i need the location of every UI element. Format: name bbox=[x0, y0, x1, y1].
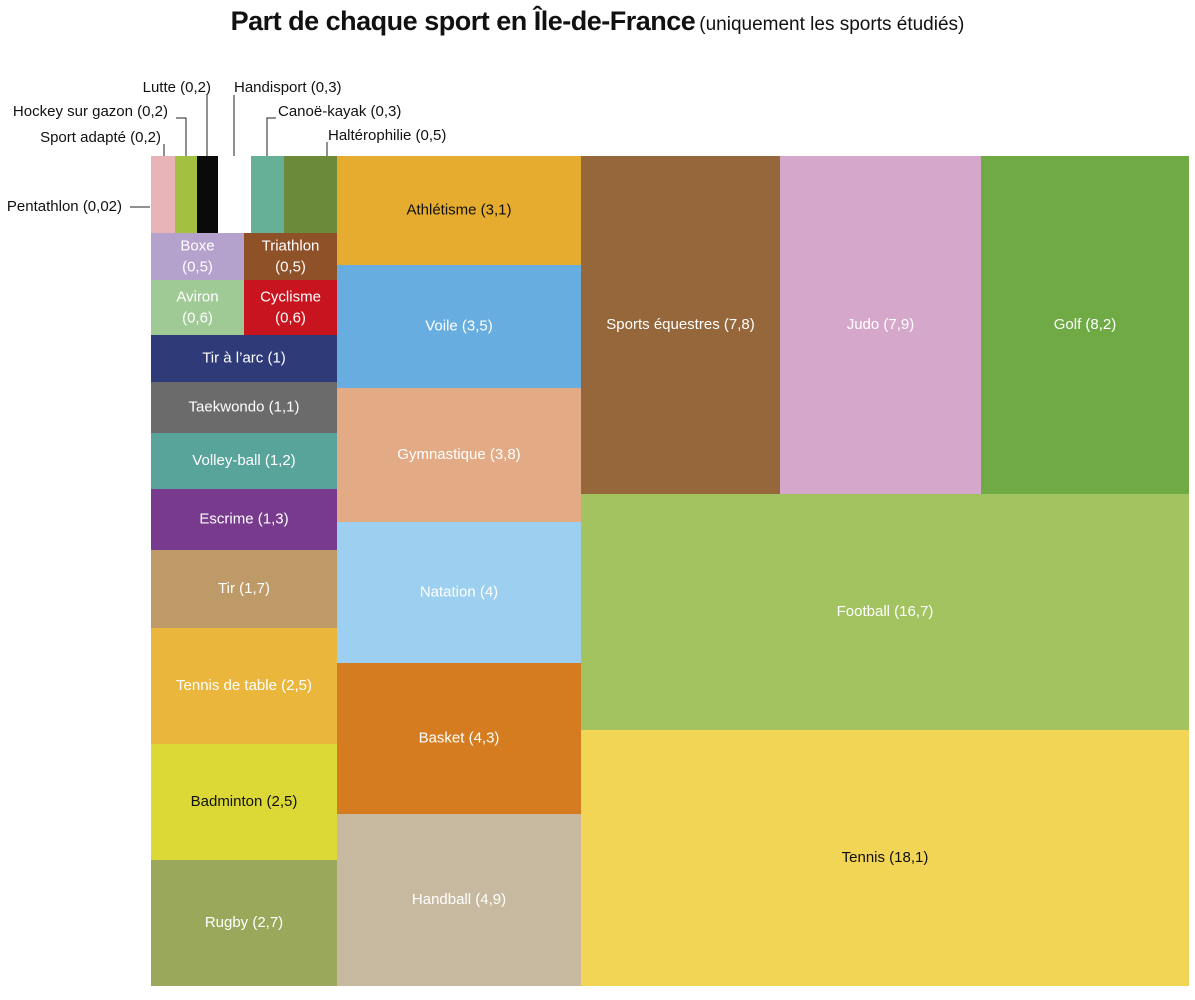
treemap-tile-tir-a-l-arc bbox=[151, 335, 337, 382]
tile-label-tennis: Tennis (18,1) bbox=[842, 849, 929, 866]
treemap-tile-boxe bbox=[151, 233, 244, 280]
chart-subtitle: (uniquement les sports étudiés) bbox=[699, 14, 965, 35]
tile-label-pentathlon: Pentathlon (0,02) bbox=[7, 198, 122, 215]
tile-label-hockey-sur-gazon: Hockey sur gazon (0,2) bbox=[13, 103, 168, 120]
treemap-tile-football bbox=[581, 494, 1189, 730]
treemap-tile-judo bbox=[780, 156, 981, 494]
treemap-tile-badminton bbox=[151, 744, 337, 860]
leader-line-hockey-sur-gazon bbox=[176, 117, 187, 156]
tile-label-judo: Judo (7,9) bbox=[847, 316, 915, 333]
treemap-tile-hockey-sur-gazon bbox=[175, 156, 197, 233]
tile-label-handball: Handball (4,9) bbox=[412, 891, 506, 908]
tile-label-escrime: Escrime (1,3) bbox=[199, 510, 288, 527]
tile-label-halterophilie: Haltérophilie (0,5) bbox=[328, 127, 446, 144]
treemap-tile-aviron bbox=[151, 280, 244, 335]
tile-label-volley-ball: Volley-ball (1,2) bbox=[192, 452, 295, 469]
tile-label-sports-equestres: Sports équestres (7,8) bbox=[606, 316, 754, 333]
tile-label-badminton: Badminton (2,5) bbox=[191, 793, 298, 810]
treemap-tile-tennis-de-table bbox=[151, 628, 337, 744]
treemap-tile-natation bbox=[337, 522, 581, 663]
chart-title-main: Part de chaque sport en Île-de-France bbox=[230, 6, 696, 36]
tile-label-gymnastique: Gymnastique (3,8) bbox=[397, 446, 520, 463]
treemap-tile-halterophilie bbox=[284, 156, 337, 233]
treemap-tile-basket bbox=[337, 663, 581, 814]
treemap-tile-athletisme bbox=[337, 156, 581, 265]
treemap-tile-sports-equestres bbox=[581, 156, 780, 494]
tile-label-rugby: Rugby (2,7) bbox=[205, 914, 283, 931]
treemap-tile-gymnastique bbox=[337, 388, 581, 522]
tile-label-tir: Tir (1,7) bbox=[218, 580, 270, 597]
tile-label-athletisme: Athlétisme (3,1) bbox=[406, 201, 511, 218]
treemap-tile-volley-ball bbox=[151, 433, 337, 489]
treemap-tile-taekwondo bbox=[151, 382, 337, 433]
treemap-tile-handisport bbox=[218, 156, 251, 233]
treemap-tile-handball bbox=[337, 814, 581, 986]
treemap-tile-tennis bbox=[581, 730, 1189, 986]
tile-label-taekwondo: Taekwondo (1,1) bbox=[189, 398, 300, 415]
tile-label-tir-a-l-arc: Tir à l’arc (1) bbox=[202, 349, 286, 366]
tile-label-football: Football (16,7) bbox=[837, 603, 934, 620]
treemap-tile-canoe-kayak bbox=[251, 156, 284, 233]
tile-label-canoe-kayak: Canoë-kayak (0,3) bbox=[278, 103, 401, 120]
chart-title: Part de chaque sport en Île-de-France (un… bbox=[0, 6, 1195, 37]
tile-label-triathlon: Triathlon bbox=[262, 237, 320, 254]
tile-value-cyclisme: (0,6) bbox=[275, 309, 306, 326]
tile-label-cyclisme: Cyclisme bbox=[260, 288, 321, 305]
tile-label-sport-adapte: Sport adapté (0,2) bbox=[40, 129, 161, 146]
tile-label-basket: Basket (4,3) bbox=[419, 729, 500, 746]
tile-label-voile: Voile (3,5) bbox=[425, 317, 493, 334]
treemap-tile-escrime bbox=[151, 489, 337, 550]
tile-label-boxe: Boxe bbox=[180, 237, 214, 254]
tile-value-triathlon: (0,5) bbox=[275, 258, 306, 275]
tile-label-aviron: Aviron bbox=[176, 288, 218, 305]
treemap-tile-voile bbox=[337, 265, 581, 388]
tile-value-aviron: (0,6) bbox=[182, 309, 213, 326]
treemap-tile-tir bbox=[151, 550, 337, 628]
tile-label-natation: Natation (4) bbox=[420, 583, 498, 600]
treemap-tile-golf bbox=[981, 156, 1189, 494]
tile-label-golf: Golf (8,2) bbox=[1054, 316, 1117, 333]
treemap-tile-sport-adapte bbox=[153, 156, 175, 233]
leader-line-canoe-kayak bbox=[266, 117, 276, 156]
treemap-tile-rugby bbox=[151, 860, 337, 986]
treemap-tile-lutte bbox=[197, 156, 218, 233]
treemap-tile-cyclisme bbox=[244, 280, 337, 335]
treemap-tile-pentathlon bbox=[151, 156, 153, 233]
tile-label-handisport: Handisport (0,3) bbox=[234, 79, 342, 96]
tile-value-boxe: (0,5) bbox=[182, 258, 213, 275]
tile-label-tennis-de-table: Tennis de table (2,5) bbox=[176, 677, 312, 694]
treemap-tile-triathlon bbox=[244, 233, 337, 280]
tile-label-lutte: Lutte (0,2) bbox=[143, 79, 211, 96]
